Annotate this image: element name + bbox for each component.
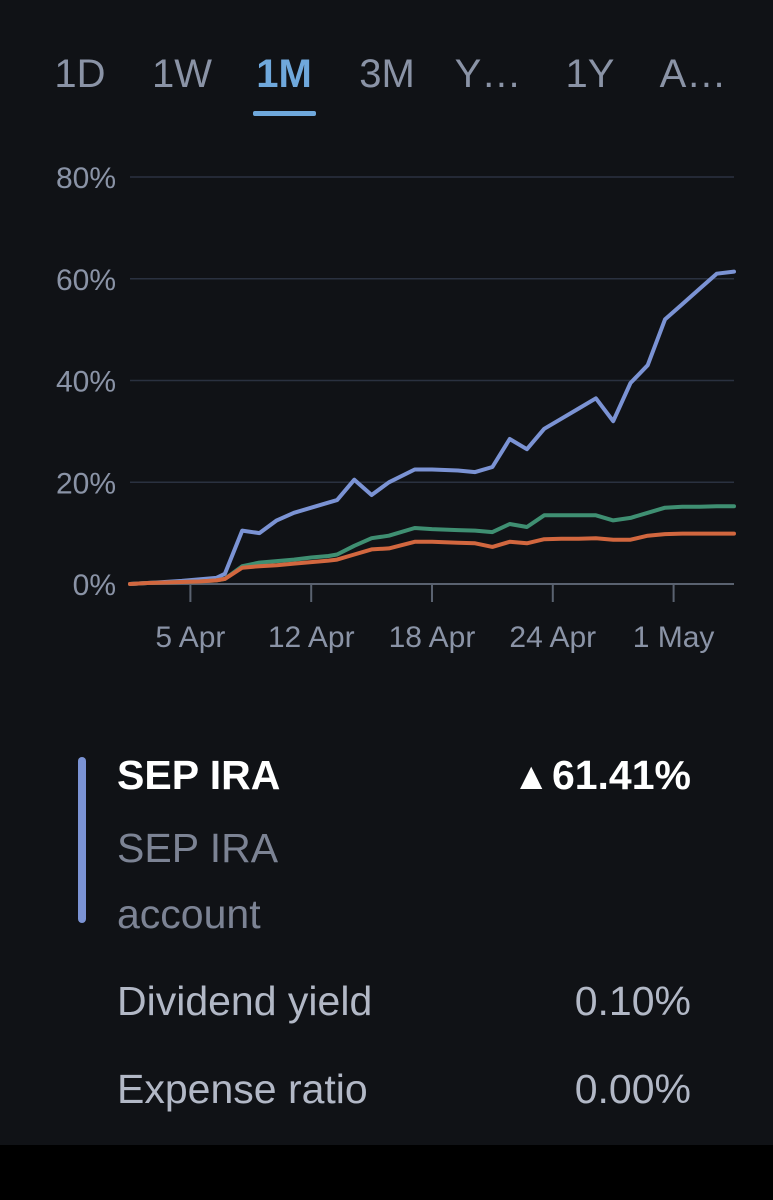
x-tick-label-4: 1 May <box>633 621 715 654</box>
account-return: ▲61.41% <box>512 752 691 799</box>
series-line-1 <box>128 504 736 586</box>
y-tick-label-2: 40% <box>56 366 116 399</box>
y-tick-label-4: 80% <box>56 162 116 195</box>
y-tick-label-3: 60% <box>56 264 116 297</box>
y-tick-label-0: 0% <box>73 569 116 602</box>
chart-grid <box>130 176 734 585</box>
account-subtitle: SEP IRA account <box>117 825 276 937</box>
up-triangle-icon: ▲ <box>512 756 550 798</box>
y-tick-label-1: 20% <box>56 467 116 500</box>
x-axis-ticks: 5 Apr 12 Apr 18 Apr 24 Apr 1 May <box>155 584 714 654</box>
performance-chart[interactable]: 0% 20% 40% 60% 80% 5 Apr 12 Apr 18 Apr 24 Apr 1 … <box>0 150 773 670</box>
tab-3m[interactable]: 3M <box>359 52 415 96</box>
bottom-black-bar <box>0 1145 773 1200</box>
x-tick-label-2: 18 Apr <box>389 621 476 654</box>
chart-series <box>128 269 736 586</box>
tab-all[interactable]: A… <box>659 52 727 96</box>
time-range-tabs: 1D 1W 1M 3M Y… 1Y A… <box>0 42 773 122</box>
tab-1d[interactable]: 1D <box>54 52 106 96</box>
series-line-2 <box>128 531 736 586</box>
dividend-yield-label: Dividend yield <box>117 978 373 1024</box>
series-color-indicator <box>78 757 86 923</box>
tab-1w[interactable]: 1W <box>152 52 212 96</box>
expense-ratio-value: 0.00% <box>574 1066 691 1112</box>
active-tab-indicator <box>253 111 316 116</box>
x-tick-label-3: 24 Apr <box>509 621 596 654</box>
tab-ytd[interactable]: Y… <box>454 52 522 96</box>
series-line-0 <box>128 269 736 586</box>
expense-ratio-label: Expense ratio <box>117 1066 368 1112</box>
dividend-yield-value: 0.10% <box>574 978 691 1024</box>
account-return-value: 61.41% <box>551 752 691 798</box>
tab-1y[interactable]: 1Y <box>565 52 615 96</box>
performance-screen: 1D 1W 1M 3M Y… 1Y A… 0% 20% 40% 60% 80% 5 Ap… <box>0 0 773 1145</box>
x-tick-label-0: 5 Apr <box>155 621 225 654</box>
y-axis-ticks: 0% 20% 40% 60% 80% <box>56 162 116 602</box>
account-name[interactable]: SEP IRA <box>117 752 281 798</box>
x-tick-label-1: 12 Apr <box>268 621 355 654</box>
tab-1m[interactable]: 1M <box>256 52 312 96</box>
